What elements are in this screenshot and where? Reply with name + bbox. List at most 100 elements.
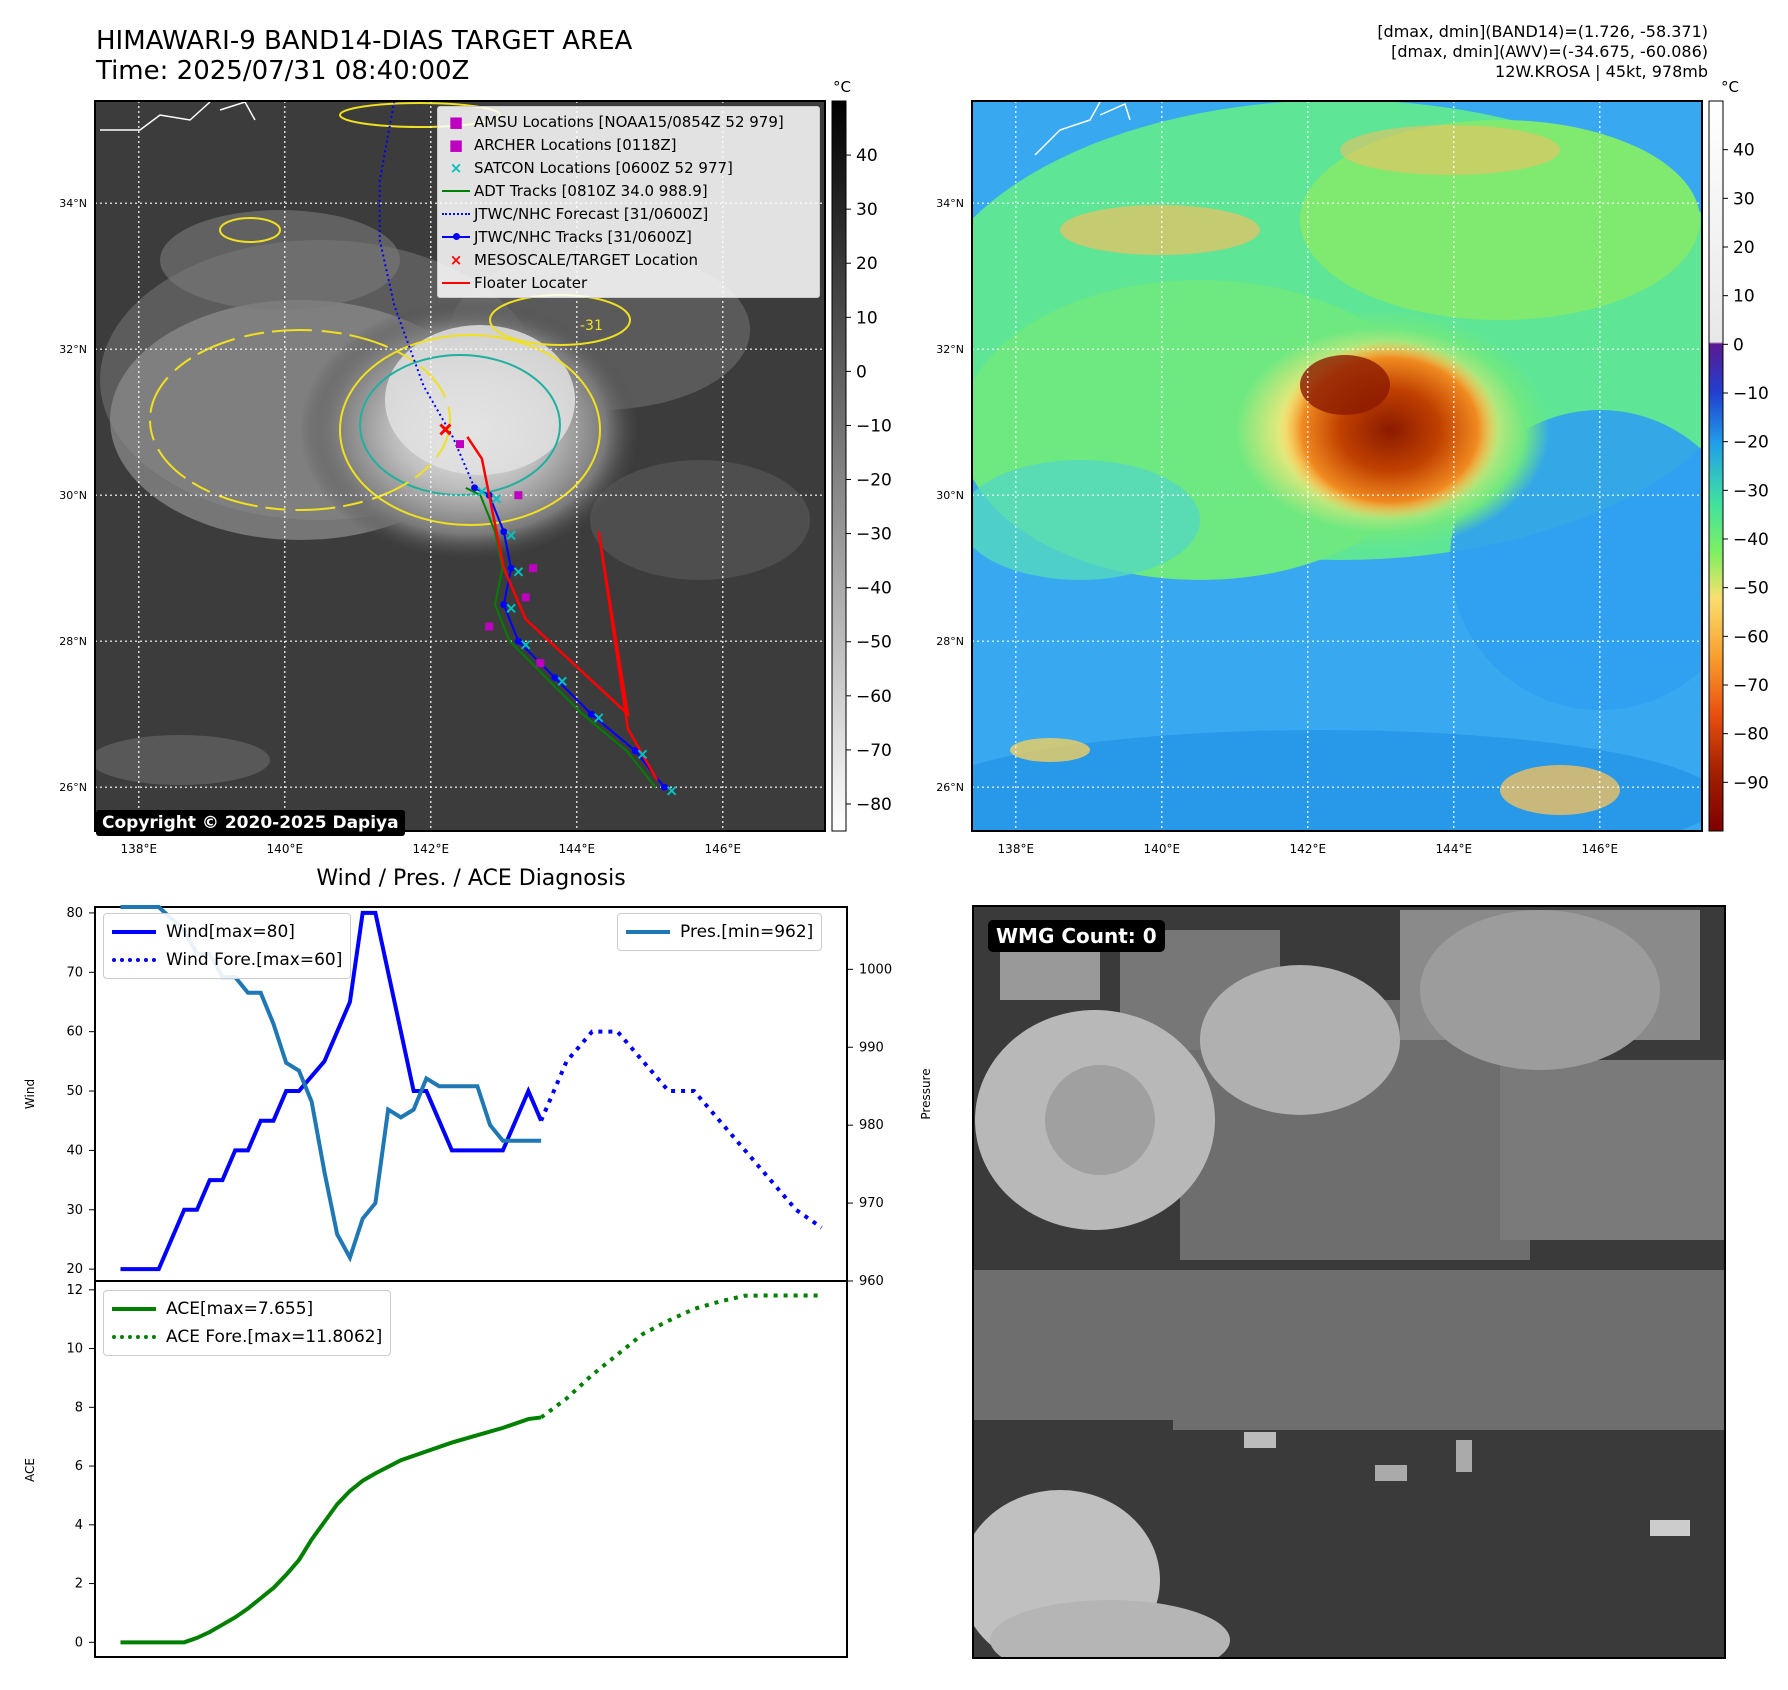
legend-ace-fore-line (112, 1335, 156, 1339)
legend-ace-line (112, 1307, 156, 1311)
jtwc-track-point (500, 601, 508, 609)
lat-label: 30°N (59, 489, 87, 502)
lat-label: 30°N (936, 489, 964, 502)
lon-label: 138°E (121, 842, 158, 856)
map-legend-label: AMSU Locations [NOAA15/0854Z 52 979] (474, 112, 784, 131)
colorbar-right-unit: °C (1721, 78, 1739, 96)
map-legend-symbol: ■ (448, 135, 464, 154)
wmg-field (973, 910, 1725, 1658)
colorbar-tick-label: 30 (856, 200, 878, 220)
ir-tracks (378, 100, 677, 796)
lon-label: 138°E (998, 842, 1035, 856)
jtwc-track-point (500, 528, 508, 536)
map-legend-label: JTWC/NHC Forecast [31/0600Z] (474, 204, 709, 223)
lon-label: 146°E (1582, 842, 1619, 856)
legend-wind-fore: Wind Fore.[max=60] (112, 946, 342, 974)
map-legend-label: ARCHER Locations [0118Z] (474, 135, 677, 154)
map-legend-item: × SATCON Locations [0600Z 52 977] (438, 156, 819, 179)
ace-tick-label: 6 (75, 1459, 83, 1474)
map-legend-symbol (438, 274, 474, 292)
ace-tick-label: 10 (66, 1342, 83, 1357)
amsu-marker (529, 564, 537, 573)
legend-ace-fore: ACE Fore.[max=11.8062] (112, 1323, 382, 1351)
series-wind-fore (539, 1029, 823, 1230)
jtwc-track-point (660, 783, 668, 791)
wind-tick-label: 80 (66, 906, 83, 921)
series-wind (120, 910, 543, 1272)
amsu-marker (536, 659, 545, 668)
colorbar-tick-label: −90 (1733, 773, 1769, 793)
wind-tick-label: 60 (66, 1025, 83, 1040)
legend-wind-label: Wind[max=80] (166, 922, 295, 942)
jtwc-track-point (514, 637, 522, 645)
lon-label: 144°E (559, 842, 596, 856)
map-legend-item: ADT Tracks [0810Z 34.0 988.9] (438, 179, 819, 202)
jtwc-track-point (551, 674, 559, 682)
lon-label: 140°E (1144, 842, 1181, 856)
jtwc-track-point (587, 710, 595, 718)
title-line-1: HIMAWARI-9 BAND14-DIAS TARGET AREA (96, 26, 633, 56)
adt-track (465, 487, 657, 788)
colorbar-tick-label: −70 (856, 741, 892, 761)
colorbar-tick-label: 30 (1733, 189, 1755, 209)
lon-label: 144°E (1436, 842, 1473, 856)
pressure-axis-label: Pressure (919, 1068, 933, 1119)
colorbar-tick-label: −10 (1733, 384, 1769, 404)
satcon-marker (637, 749, 648, 760)
colorbar-tick-label: −20 (856, 471, 892, 491)
colorbar-tick-label: −60 (856, 687, 892, 707)
colorbar-tick-label: −50 (1733, 579, 1769, 599)
legend-wind-line (112, 930, 156, 934)
legend-pres-label: Pres.[min=962] (680, 922, 814, 942)
amsu-marker (521, 593, 530, 602)
map-legend: ■ AMSU Locations [NOAA15/0854Z 52 979] ■ AR… (437, 106, 820, 298)
legend-ace-fore-label: ACE Fore.[max=11.8062] (166, 1327, 383, 1347)
map-legend-label: MESOSCALE/TARGET Location (474, 250, 699, 269)
ace-tick-label: 12 (66, 1283, 83, 1298)
lat-label: 32°N (59, 343, 87, 356)
colorbar-tick-label: −60 (1733, 627, 1769, 647)
wind-tick-label: 50 (66, 1084, 83, 1099)
satcon-marker (666, 786, 677, 796)
awv-lon-labels: 138°E 140°E 142°E 144°E 146°E (998, 842, 1619, 856)
ace-legend: ACE[max=7.655] ACE Fore.[max=11.8062] (103, 1290, 392, 1356)
map-legend-item: ■ AMSU Locations [NOAA15/0854Z 52 979] (438, 110, 819, 133)
map-legend-symbol: ■ (448, 112, 464, 131)
lat-label: 34°N (59, 197, 87, 210)
legend-pres-line (626, 930, 670, 934)
awv-moisture-field (972, 101, 1702, 831)
colorbar-tick-label: 10 (1733, 287, 1755, 307)
colorbar-left-unit: °C (833, 78, 851, 96)
jtwc-track-point (507, 564, 515, 572)
awv-gridlines (972, 101, 1702, 831)
satcon-marker (520, 640, 531, 650)
pressure-tick-label: 970 (859, 1196, 884, 1211)
map-legend-symbol (438, 182, 474, 200)
colorbar-tick-label: −80 (856, 795, 892, 815)
amsu-marker (456, 440, 464, 449)
satcon-marker (506, 530, 516, 541)
colorbar-right-ticks: 40 30 20 10 0 −10 −20 −30 −40 −50 −60 −70 −80 −90 (1723, 141, 1769, 793)
ace-axes: 12 10 8 6 4 2 0 (66, 1283, 95, 1650)
floater-track (466, 436, 659, 781)
pressure-tick-label: 990 (859, 1040, 884, 1055)
colorbar-tick-label: −80 (1733, 725, 1769, 745)
jtwc-track (474, 487, 666, 788)
copyright-label: Copyright © 2020-2025 Dapiya (96, 810, 405, 836)
colorbar-tick-label: −30 (856, 525, 892, 545)
title-line-2: Time: 2025/07/31 08:40:00Z (96, 56, 470, 86)
amsu-marker (485, 622, 494, 631)
colorbar-tick-label: −20 (1733, 433, 1769, 453)
pressure-tick-label: 960 (859, 1274, 884, 1289)
satcon-marker (491, 494, 502, 504)
wind-tick-label: 70 (66, 965, 83, 980)
awv-map-frame (971, 100, 1703, 832)
lon-label: 142°E (1290, 842, 1327, 856)
legend-ace-label: ACE[max=7.655] (166, 1299, 314, 1319)
ace-tick-label: 8 (75, 1400, 83, 1415)
colorbar-tick-label: 20 (856, 254, 878, 274)
map-legend-label: JTWC/NHC Tracks [31/0600Z] (474, 227, 692, 246)
colorbar-tick-label: −30 (1733, 481, 1769, 501)
satcon-marker (477, 486, 487, 497)
wmg-count-label: WMG Count: 0 (988, 920, 1165, 952)
